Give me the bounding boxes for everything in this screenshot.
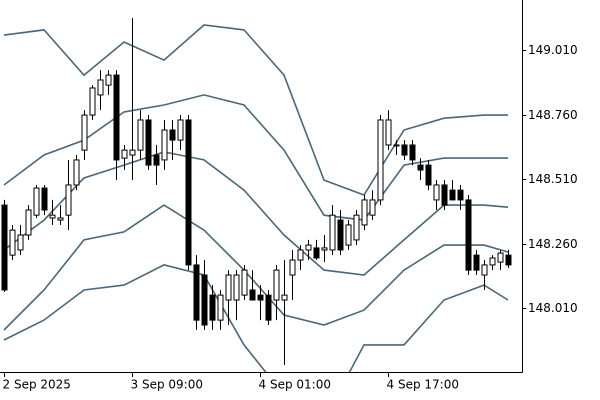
band-line bbox=[3, 94, 508, 221]
candle-body bbox=[105, 74, 112, 86]
candle-body bbox=[89, 87, 96, 116]
candle-body bbox=[281, 294, 288, 301]
candle-body bbox=[481, 264, 488, 276]
y-tick-label: 148.760 bbox=[528, 108, 578, 122]
x-tick-label: 4 Sep 17:00 bbox=[387, 378, 459, 392]
candle-body bbox=[417, 164, 424, 171]
candle-body bbox=[473, 254, 480, 271]
candle-body bbox=[57, 217, 64, 221]
candle-body bbox=[161, 129, 168, 161]
candle-body bbox=[385, 119, 392, 146]
candle-body bbox=[33, 187, 40, 216]
candle-body bbox=[289, 259, 296, 276]
candle-body bbox=[249, 289, 256, 301]
candle-body bbox=[113, 74, 120, 161]
candle-body bbox=[337, 219, 344, 251]
candle-body bbox=[145, 119, 152, 166]
candle-body bbox=[329, 214, 336, 251]
y-tick-label: 148.010 bbox=[528, 301, 578, 315]
candle-body bbox=[425, 164, 432, 186]
y-tick-label: 148.510 bbox=[528, 172, 578, 186]
candle-body bbox=[97, 79, 104, 96]
candle-body bbox=[361, 199, 368, 226]
band-line bbox=[3, 151, 509, 276]
candle-body bbox=[409, 144, 416, 161]
candle-body bbox=[41, 187, 48, 211]
band-line bbox=[3, 204, 509, 331]
x-tick-label: 2 Sep 2025 bbox=[3, 378, 71, 392]
candle-body bbox=[209, 294, 216, 321]
candle-body bbox=[265, 294, 272, 321]
candle-body bbox=[449, 189, 456, 201]
candle-body bbox=[505, 254, 512, 266]
candle-body bbox=[49, 214, 56, 219]
candle-body bbox=[457, 189, 464, 201]
candle-body bbox=[441, 184, 448, 206]
candle-body bbox=[177, 119, 184, 141]
candle-body bbox=[9, 229, 16, 256]
candle-body bbox=[465, 199, 472, 271]
candle-body bbox=[17, 234, 24, 251]
candle-body bbox=[217, 294, 224, 321]
candle-body bbox=[73, 159, 80, 186]
candle-body bbox=[305, 244, 312, 251]
candle-body bbox=[233, 274, 240, 301]
band-line bbox=[3, 24, 508, 196]
candle-body bbox=[345, 224, 352, 246]
candle-body bbox=[377, 119, 384, 201]
candle-body bbox=[201, 274, 208, 326]
candle-body bbox=[497, 252, 504, 263]
candle-body bbox=[353, 214, 360, 241]
candle-body bbox=[489, 257, 496, 266]
candle-body bbox=[321, 247, 328, 251]
candle-body bbox=[25, 209, 32, 236]
candle-body bbox=[433, 184, 440, 201]
candle-body bbox=[81, 114, 88, 151]
candle-body bbox=[313, 247, 320, 259]
candle-body bbox=[273, 269, 280, 301]
candle-body bbox=[121, 149, 128, 159]
band-line bbox=[3, 264, 509, 372]
x-tick-label: 4 Sep 01:00 bbox=[259, 378, 331, 392]
candle-body bbox=[193, 264, 200, 321]
candle-body bbox=[225, 274, 232, 301]
y-tick-label: 149.010 bbox=[528, 43, 578, 57]
candle-body bbox=[153, 154, 160, 166]
y-tick-label: 148.260 bbox=[528, 237, 578, 251]
candle-body bbox=[169, 129, 176, 141]
candle-body bbox=[129, 149, 136, 156]
candle-body bbox=[65, 184, 72, 216]
candle-body bbox=[401, 144, 408, 156]
candle-body bbox=[393, 144, 400, 147]
x-tick-label: 3 Sep 09:00 bbox=[131, 378, 203, 392]
candle-body bbox=[369, 199, 376, 216]
plot-area bbox=[1, 18, 512, 372]
candle-body bbox=[185, 119, 192, 266]
candle-body bbox=[257, 294, 264, 301]
candle-body bbox=[297, 249, 304, 261]
candle-body bbox=[1, 204, 8, 291]
candle-body bbox=[137, 119, 144, 151]
candle-body bbox=[241, 269, 248, 296]
